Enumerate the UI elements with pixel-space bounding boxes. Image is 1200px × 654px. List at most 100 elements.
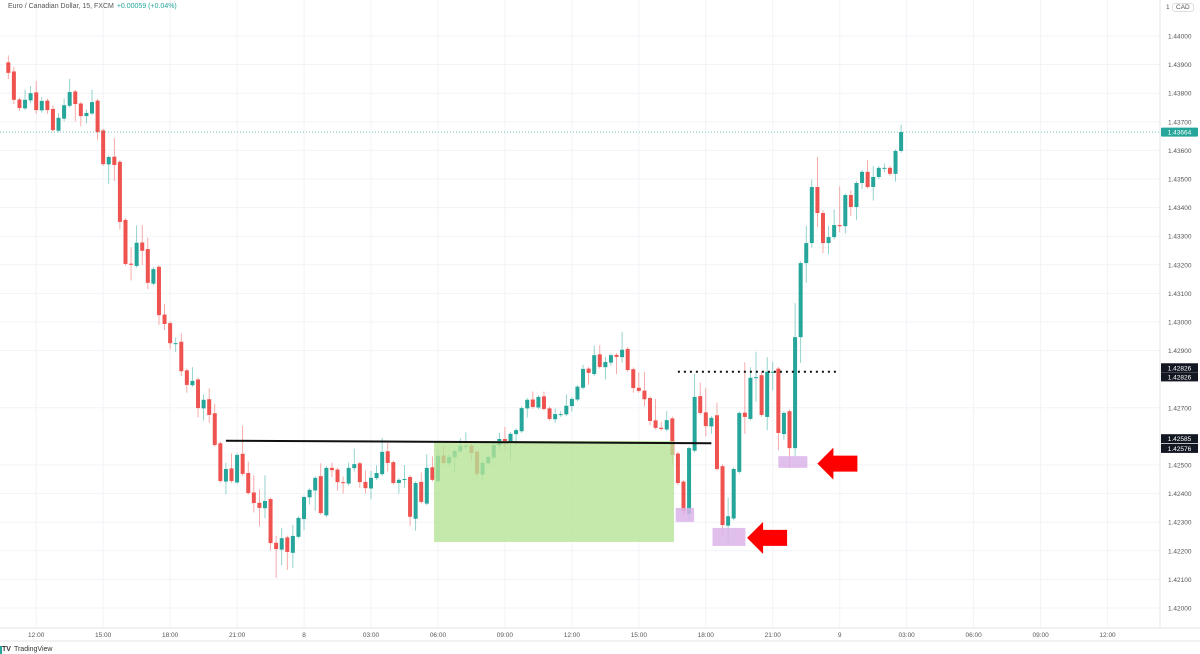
candle-body: [324, 467, 329, 516]
candle-body: [369, 477, 373, 489]
candle-body: [318, 476, 323, 514]
candle-up: [731, 467, 736, 521]
candle-body: [134, 242, 139, 266]
candle-body: [45, 100, 50, 111]
candle-down: [196, 377, 201, 418]
time-tick-label: 09:00: [497, 632, 514, 639]
tradingview-logo[interactable]: TV TradingView: [0, 646, 53, 654]
candle-down: [714, 402, 719, 471]
candle-body: [659, 427, 664, 429]
candle-up: [843, 193, 848, 234]
price-tick-label: 1.43800: [1168, 91, 1192, 98]
candle-up: [765, 357, 770, 431]
candle-body: [424, 467, 429, 504]
candle-down: [703, 387, 708, 437]
candle-body: [608, 355, 613, 363]
candle-body: [620, 349, 625, 358]
candle-body: [781, 412, 786, 435]
time-tick-label: 09:00: [1032, 632, 1049, 639]
candle-up: [592, 345, 597, 376]
candle-down: [759, 371, 764, 417]
candle-body: [419, 481, 424, 502]
candle-up: [603, 356, 608, 380]
price-tick-label: 1.42300: [1168, 520, 1192, 527]
candle-up: [173, 337, 178, 353]
candle-body: [357, 463, 362, 483]
candle-body: [614, 354, 619, 357]
currency-button[interactable]: CAD: [1172, 3, 1194, 12]
candle-up: [709, 416, 714, 434]
price-marker-label: 1.42826: [1168, 374, 1192, 381]
candle-body: [17, 99, 22, 109]
candle-body: [558, 414, 563, 416]
candle-body: [742, 412, 747, 417]
candle-body: [692, 396, 697, 451]
candle-body: [50, 108, 55, 131]
tv-icon: TV: [2, 646, 11, 653]
candle-up: [23, 89, 28, 111]
candle-down: [815, 156, 820, 228]
candle-up: [235, 453, 240, 485]
candle-body: [820, 213, 825, 244]
candle-up: [854, 181, 859, 221]
current-price-label: 1.43664: [1168, 130, 1192, 137]
candle-body: [815, 187, 820, 214]
candle-body: [67, 92, 72, 106]
candle-body: [536, 396, 541, 408]
candle-body: [201, 399, 206, 409]
candle-down: [140, 225, 145, 266]
candle-down: [156, 265, 161, 325]
candle-up: [201, 394, 206, 421]
annotations: [225, 370, 858, 554]
candle-body: [302, 497, 307, 520]
candle-body: [581, 368, 586, 388]
candle-down: [145, 237, 150, 290]
price-axis-labels: 1.44000 1.43900 1.43800 1.43700 1.43600 1.435…: [1168, 34, 1192, 613]
candle-down: [207, 388, 212, 423]
candle-body: [78, 103, 83, 117]
price-tick-label: 1.42400: [1168, 491, 1192, 498]
candle-up: [832, 209, 837, 240]
candle-body: [648, 398, 652, 421]
candle-body: [62, 105, 67, 119]
candle-body: [770, 371, 775, 373]
candle-body: [106, 156, 111, 165]
candle-down: [318, 463, 323, 515]
candle-body: [430, 467, 435, 480]
highlight-box: [778, 456, 808, 468]
candle-up: [402, 465, 407, 488]
candle-body: [508, 433, 513, 443]
candle-down: [11, 66, 16, 105]
price-axis[interactable]: [1160, 0, 1200, 628]
candle-up: [536, 395, 541, 410]
candle-body: [117, 161, 122, 222]
price-tick-label: 1.43600: [1168, 148, 1192, 155]
candle-up: [346, 462, 351, 486]
candle-up: [62, 98, 67, 122]
candle-body: [887, 167, 892, 174]
candle-down: [642, 372, 647, 407]
candle-down: [653, 398, 658, 430]
candle-body: [882, 167, 887, 169]
candle-body: [865, 171, 870, 188]
candle-up: [39, 96, 44, 113]
candle-down: [547, 406, 552, 421]
price-tick-label: 1.42000: [1168, 606, 1192, 613]
candle-body: [28, 93, 33, 101]
candle-body: [848, 195, 853, 208]
candle-up: [324, 466, 329, 518]
candle-down: [123, 218, 128, 266]
logo-text: TradingView: [13, 646, 53, 653]
candle-body: [262, 501, 267, 509]
candle-up: [396, 478, 401, 494]
candle-body: [385, 451, 390, 463]
candle-body: [341, 482, 346, 484]
candle-up: [290, 525, 295, 568]
candle-body: [670, 418, 675, 455]
time-axis[interactable]: [0, 628, 1200, 641]
candle-body: [223, 469, 228, 482]
candle-body: [636, 387, 641, 391]
candle-body: [631, 369, 636, 389]
price-marker-badge: [1161, 363, 1198, 373]
